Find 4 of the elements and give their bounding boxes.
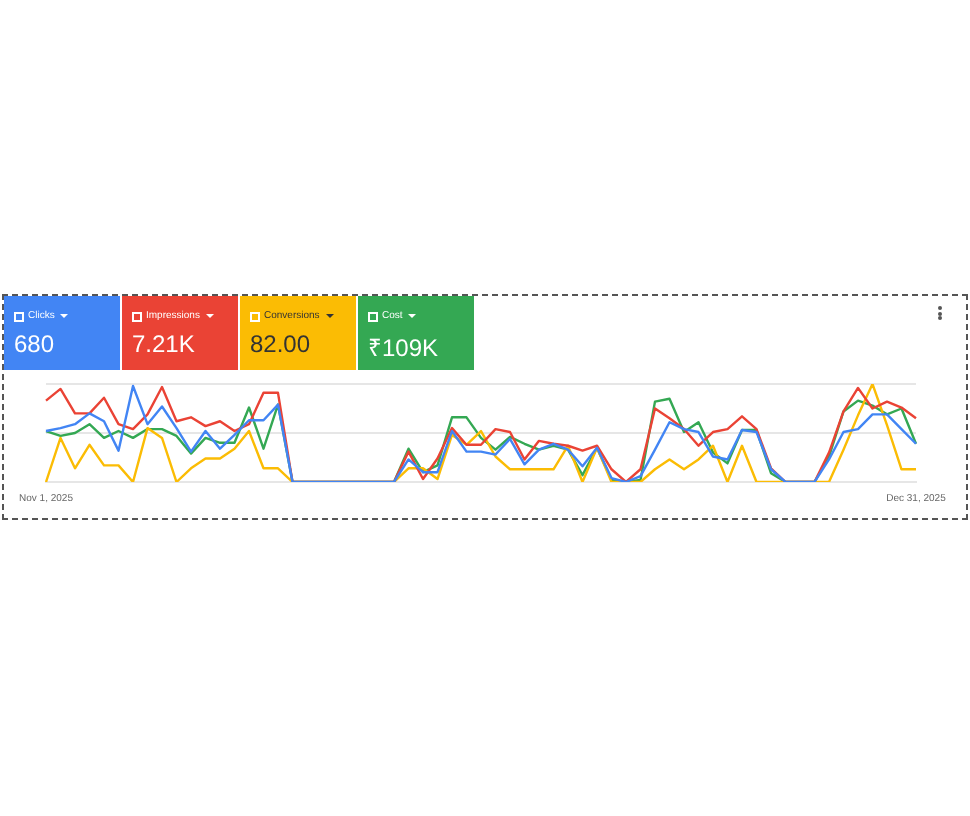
text: 680 — [14, 330, 55, 358]
text: ₹109K — [368, 332, 439, 364]
text: 7.21K — [132, 330, 195, 358]
text: 82.00 — [250, 330, 311, 358]
